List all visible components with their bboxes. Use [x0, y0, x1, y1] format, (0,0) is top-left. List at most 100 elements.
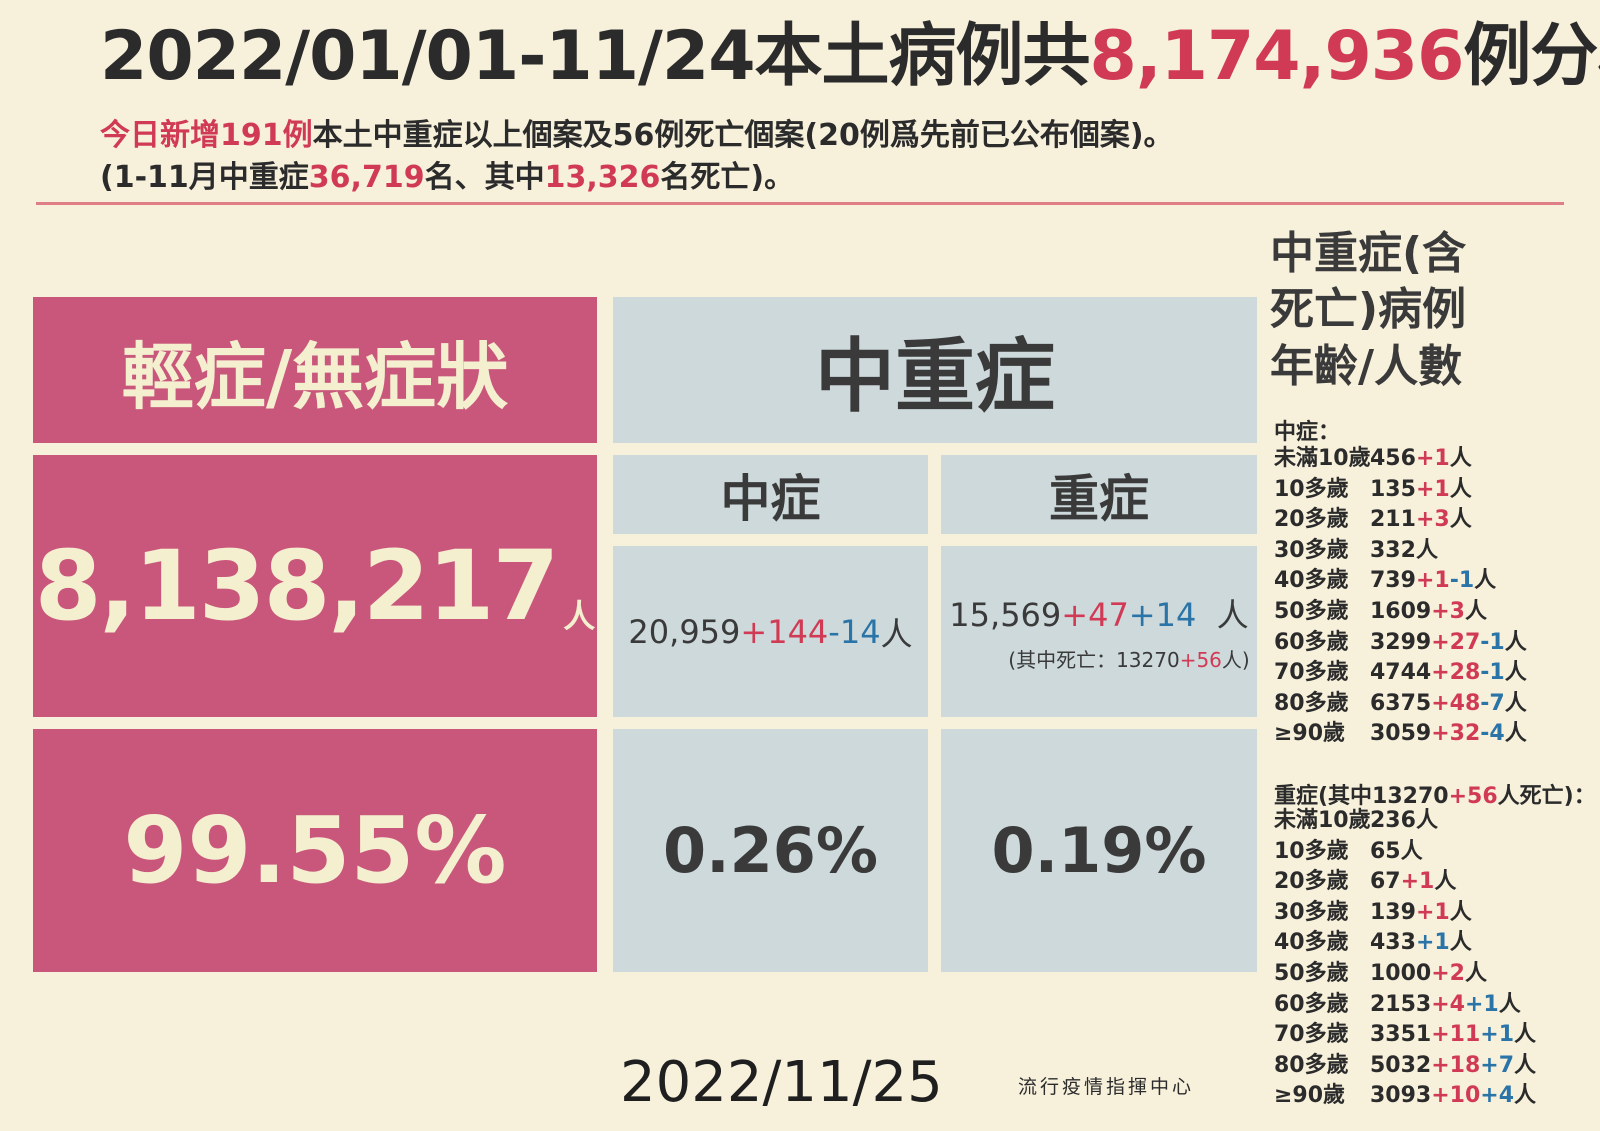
age-minus: -1 [1449, 568, 1475, 594]
list-item: 60多歲 3299+27-1人 [1274, 628, 1594, 659]
age-count: 67 [1370, 869, 1401, 895]
sidebar-title: 中重症(含 死亡)病例 年齡/人數 [1270, 226, 1570, 395]
age-count: 65 [1370, 838, 1401, 864]
age-plus: +10 [1431, 1083, 1481, 1109]
sidebar-title-line1: 中重症(含 [1270, 228, 1467, 279]
age-plus: +1 [1415, 899, 1450, 925]
moderate-percent: 0.26% [613, 729, 928, 972]
age-group: 20多歲 [1274, 507, 1349, 533]
mild-header: 輕症/無症狀 [33, 297, 597, 443]
subtitle-monthly-p3: 名死亡)。 [660, 160, 795, 195]
list-item: 80多歲 5032+18+7人 [1274, 1051, 1594, 1082]
subtitle-monthly: (1-11月中重症36,719名、其中13,326名死亡)。 [100, 160, 1560, 196]
age-group: ≥90歲 [1274, 1083, 1346, 1109]
subtitle-monthly-death-count: 13,326 [544, 160, 661, 195]
age-unit: 人 [1504, 690, 1527, 716]
age-unit: 人 [1449, 446, 1472, 471]
age-count: 2153 [1370, 991, 1432, 1017]
age-count: 3059 [1370, 721, 1432, 747]
age-count: 1609 [1370, 598, 1432, 624]
severe-death-plus: +56 [1179, 648, 1222, 672]
age-unit: 人 [1498, 991, 1521, 1017]
report-date: 2022/11/25 [620, 1050, 943, 1115]
age-plus2: +1 [1480, 1022, 1515, 1048]
age-plus: +18 [1431, 1052, 1481, 1078]
moderate-header: 中症 [613, 455, 928, 534]
age-count: 433 [1370, 930, 1416, 956]
age-plus2: +7 [1480, 1052, 1515, 1078]
age-unit: 人 [1449, 507, 1472, 533]
severe-base: 15,569 [949, 596, 1062, 634]
list-item: 70多歲 4744+28-1人 [1274, 658, 1594, 689]
sidebar-severe-header-plus: +56 [1448, 784, 1498, 809]
age-unit: 人 [1400, 838, 1423, 864]
age-plus2: +1 [1464, 991, 1499, 1017]
age-group: 70多歲 [1274, 1022, 1349, 1048]
age-unit: 人 [1474, 568, 1497, 594]
age-group: 50多歲 [1274, 960, 1349, 986]
age-count: 135 [1370, 476, 1416, 502]
age-unit: 人 [1449, 899, 1472, 925]
list-item: 未滿10歲456+1人 [1274, 444, 1594, 475]
age-count: 332 [1370, 537, 1416, 563]
age-plus: +1 [1415, 446, 1450, 471]
subtitle-today-new: 今日新增191例 [100, 118, 313, 153]
age-unit: 人 [1464, 598, 1487, 624]
age-count: 3299 [1370, 629, 1432, 655]
list-item: 80多歲 6375+48-7人 [1274, 689, 1594, 720]
list-item: 50多歲 1609+3人 [1274, 597, 1594, 628]
age-count: 236 [1370, 808, 1416, 833]
age-minus: -7 [1480, 690, 1505, 716]
severe-header: 重症 [941, 455, 1257, 534]
sidebar-title-line2: 死亡)病例 [1270, 284, 1467, 336]
age-group: 30多歲 [1274, 899, 1349, 925]
severe-percent: 0.19% [941, 729, 1257, 972]
moderate-severe-header: 中重症 [613, 297, 1257, 443]
list-item: ≥90歲 3059+32-4人 [1274, 719, 1594, 750]
list-item: 10多歲 135+1人 [1274, 475, 1594, 506]
age-unit: 人 [1449, 930, 1472, 956]
severe-unit: 人 [1216, 596, 1249, 634]
age-count: 4744 [1370, 660, 1432, 686]
age-count: 5032 [1370, 1052, 1432, 1078]
age-unit: 人 [1504, 629, 1527, 655]
age-plus: +3 [1415, 507, 1450, 533]
list-item: 30多歲 332人 [1274, 536, 1594, 567]
title-suffix: 例分析 [1463, 17, 1600, 96]
age-unit: 人 [1415, 808, 1438, 833]
list-item: 未滿10歲236人 [1274, 806, 1594, 837]
age-unit: 人 [1504, 721, 1527, 747]
age-count: 1000 [1370, 960, 1432, 986]
age-count: 6375 [1370, 690, 1432, 716]
mild-unit: 人 [563, 597, 596, 635]
severe-count-line: 15,569+47+14 人 [949, 590, 1248, 636]
age-plus: +2 [1431, 960, 1465, 986]
age-minus: -1 [1480, 660, 1505, 686]
list-item: 20多歲 211+3人 [1274, 505, 1594, 536]
sidebar-moderate-header: 中症： [1274, 420, 1341, 445]
age-unit: 人 [1449, 476, 1472, 502]
list-item: 40多歲 433+1人 [1274, 928, 1594, 959]
age-group: ≥90歲 [1274, 721, 1346, 747]
age-minus: -4 [1480, 721, 1505, 747]
age-plus: +48 [1431, 690, 1481, 716]
age-group: 80多歲 [1274, 690, 1349, 716]
subtitle-today: 今日新增191例本土中重症以上個案及56例死亡個案(20例爲先前已公布個案)。 [100, 118, 1560, 154]
moderate-plus: +144 [740, 612, 829, 651]
mild-count: 8,138,217 [34, 530, 560, 642]
age-unit: 人 [1514, 1022, 1537, 1048]
sidebar-severe-header-suffix: 人死亡)： [1497, 784, 1596, 809]
severe-death-line: (其中死亡：13270+56人) [1008, 644, 1249, 673]
age-plus: +1 [1415, 568, 1450, 594]
age-plus: +1 [1400, 869, 1435, 895]
mild-count-cell: 8,138,217 人 [33, 455, 597, 717]
divider [36, 202, 1564, 205]
age-unit: 人 [1514, 1052, 1537, 1078]
age-group: 30多歲 [1274, 537, 1349, 563]
age-group: 80多歲 [1274, 1052, 1349, 1078]
age-plus: +1 [1415, 476, 1450, 502]
mild-percent: 99.55% [33, 729, 597, 972]
age-unit: 人 [1464, 960, 1487, 986]
age-group: 未滿10歲 [1274, 446, 1371, 471]
subtitle-monthly-severe-count: 36,719 [308, 160, 425, 195]
